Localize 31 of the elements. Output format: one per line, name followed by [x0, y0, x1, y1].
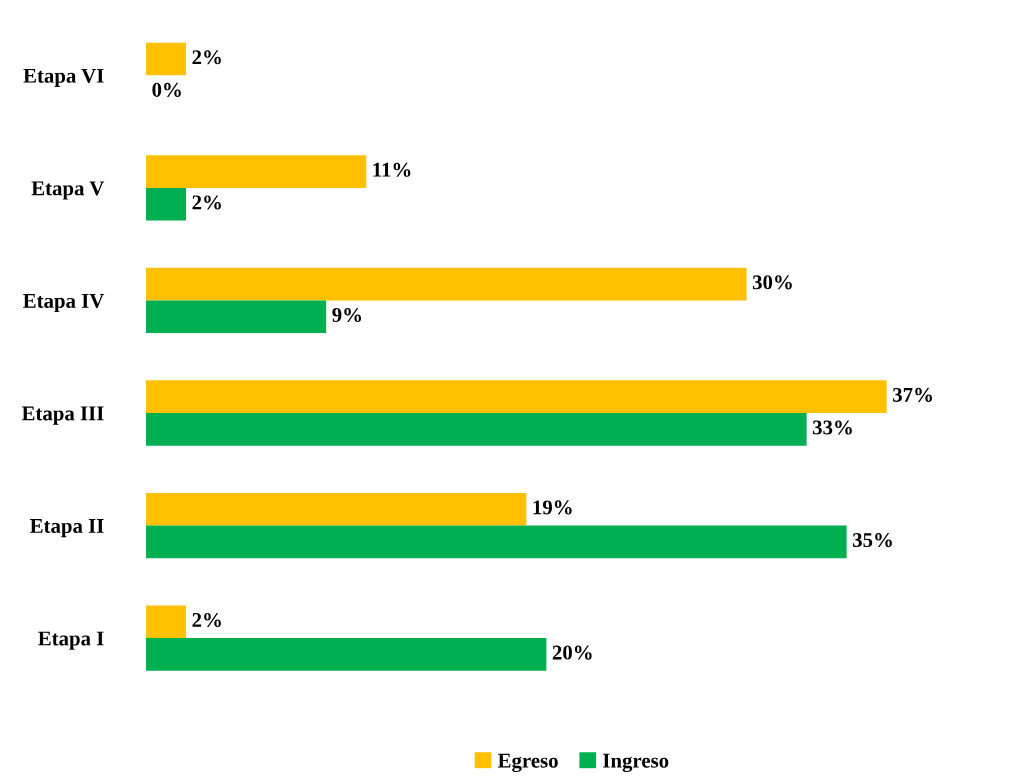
data-label: 19% [533, 500, 572, 515]
bar [146, 267, 747, 301]
y-tick-label: Etapa VI [23, 68, 104, 88]
bar [146, 605, 187, 639]
bar [146, 380, 887, 413]
bar [146, 42, 187, 76]
bar [146, 187, 187, 221]
data-label: 0% [152, 82, 181, 97]
bar [146, 525, 847, 559]
data-label: 2% [192, 195, 221, 210]
data-label: 2% [192, 50, 221, 65]
y-tick-label: Etapa IV [23, 294, 105, 313]
data-label: 35% [852, 533, 892, 548]
bar [146, 155, 367, 188]
bar [146, 412, 807, 446]
y-tick-label: Etapa I [38, 631, 104, 650]
data-label: 9% [332, 307, 362, 323]
data-label: 33% [812, 420, 852, 435]
data-label: 37% [893, 387, 932, 402]
data-label: 30% [752, 275, 792, 290]
legend-label: Egreso [497, 753, 558, 773]
y-tick-label: Etapa III [21, 406, 104, 425]
y-tick-label: Etapa V [31, 181, 105, 200]
bar [146, 638, 547, 671]
data-label: 2% [192, 612, 221, 628]
y-tick-label: Etapa II [30, 519, 104, 538]
data-label: 11% [373, 162, 411, 177]
bar [146, 492, 527, 526]
bar [146, 300, 327, 334]
legend-label: Ingreso [603, 753, 669, 773]
data-label: 20% [552, 645, 592, 660]
